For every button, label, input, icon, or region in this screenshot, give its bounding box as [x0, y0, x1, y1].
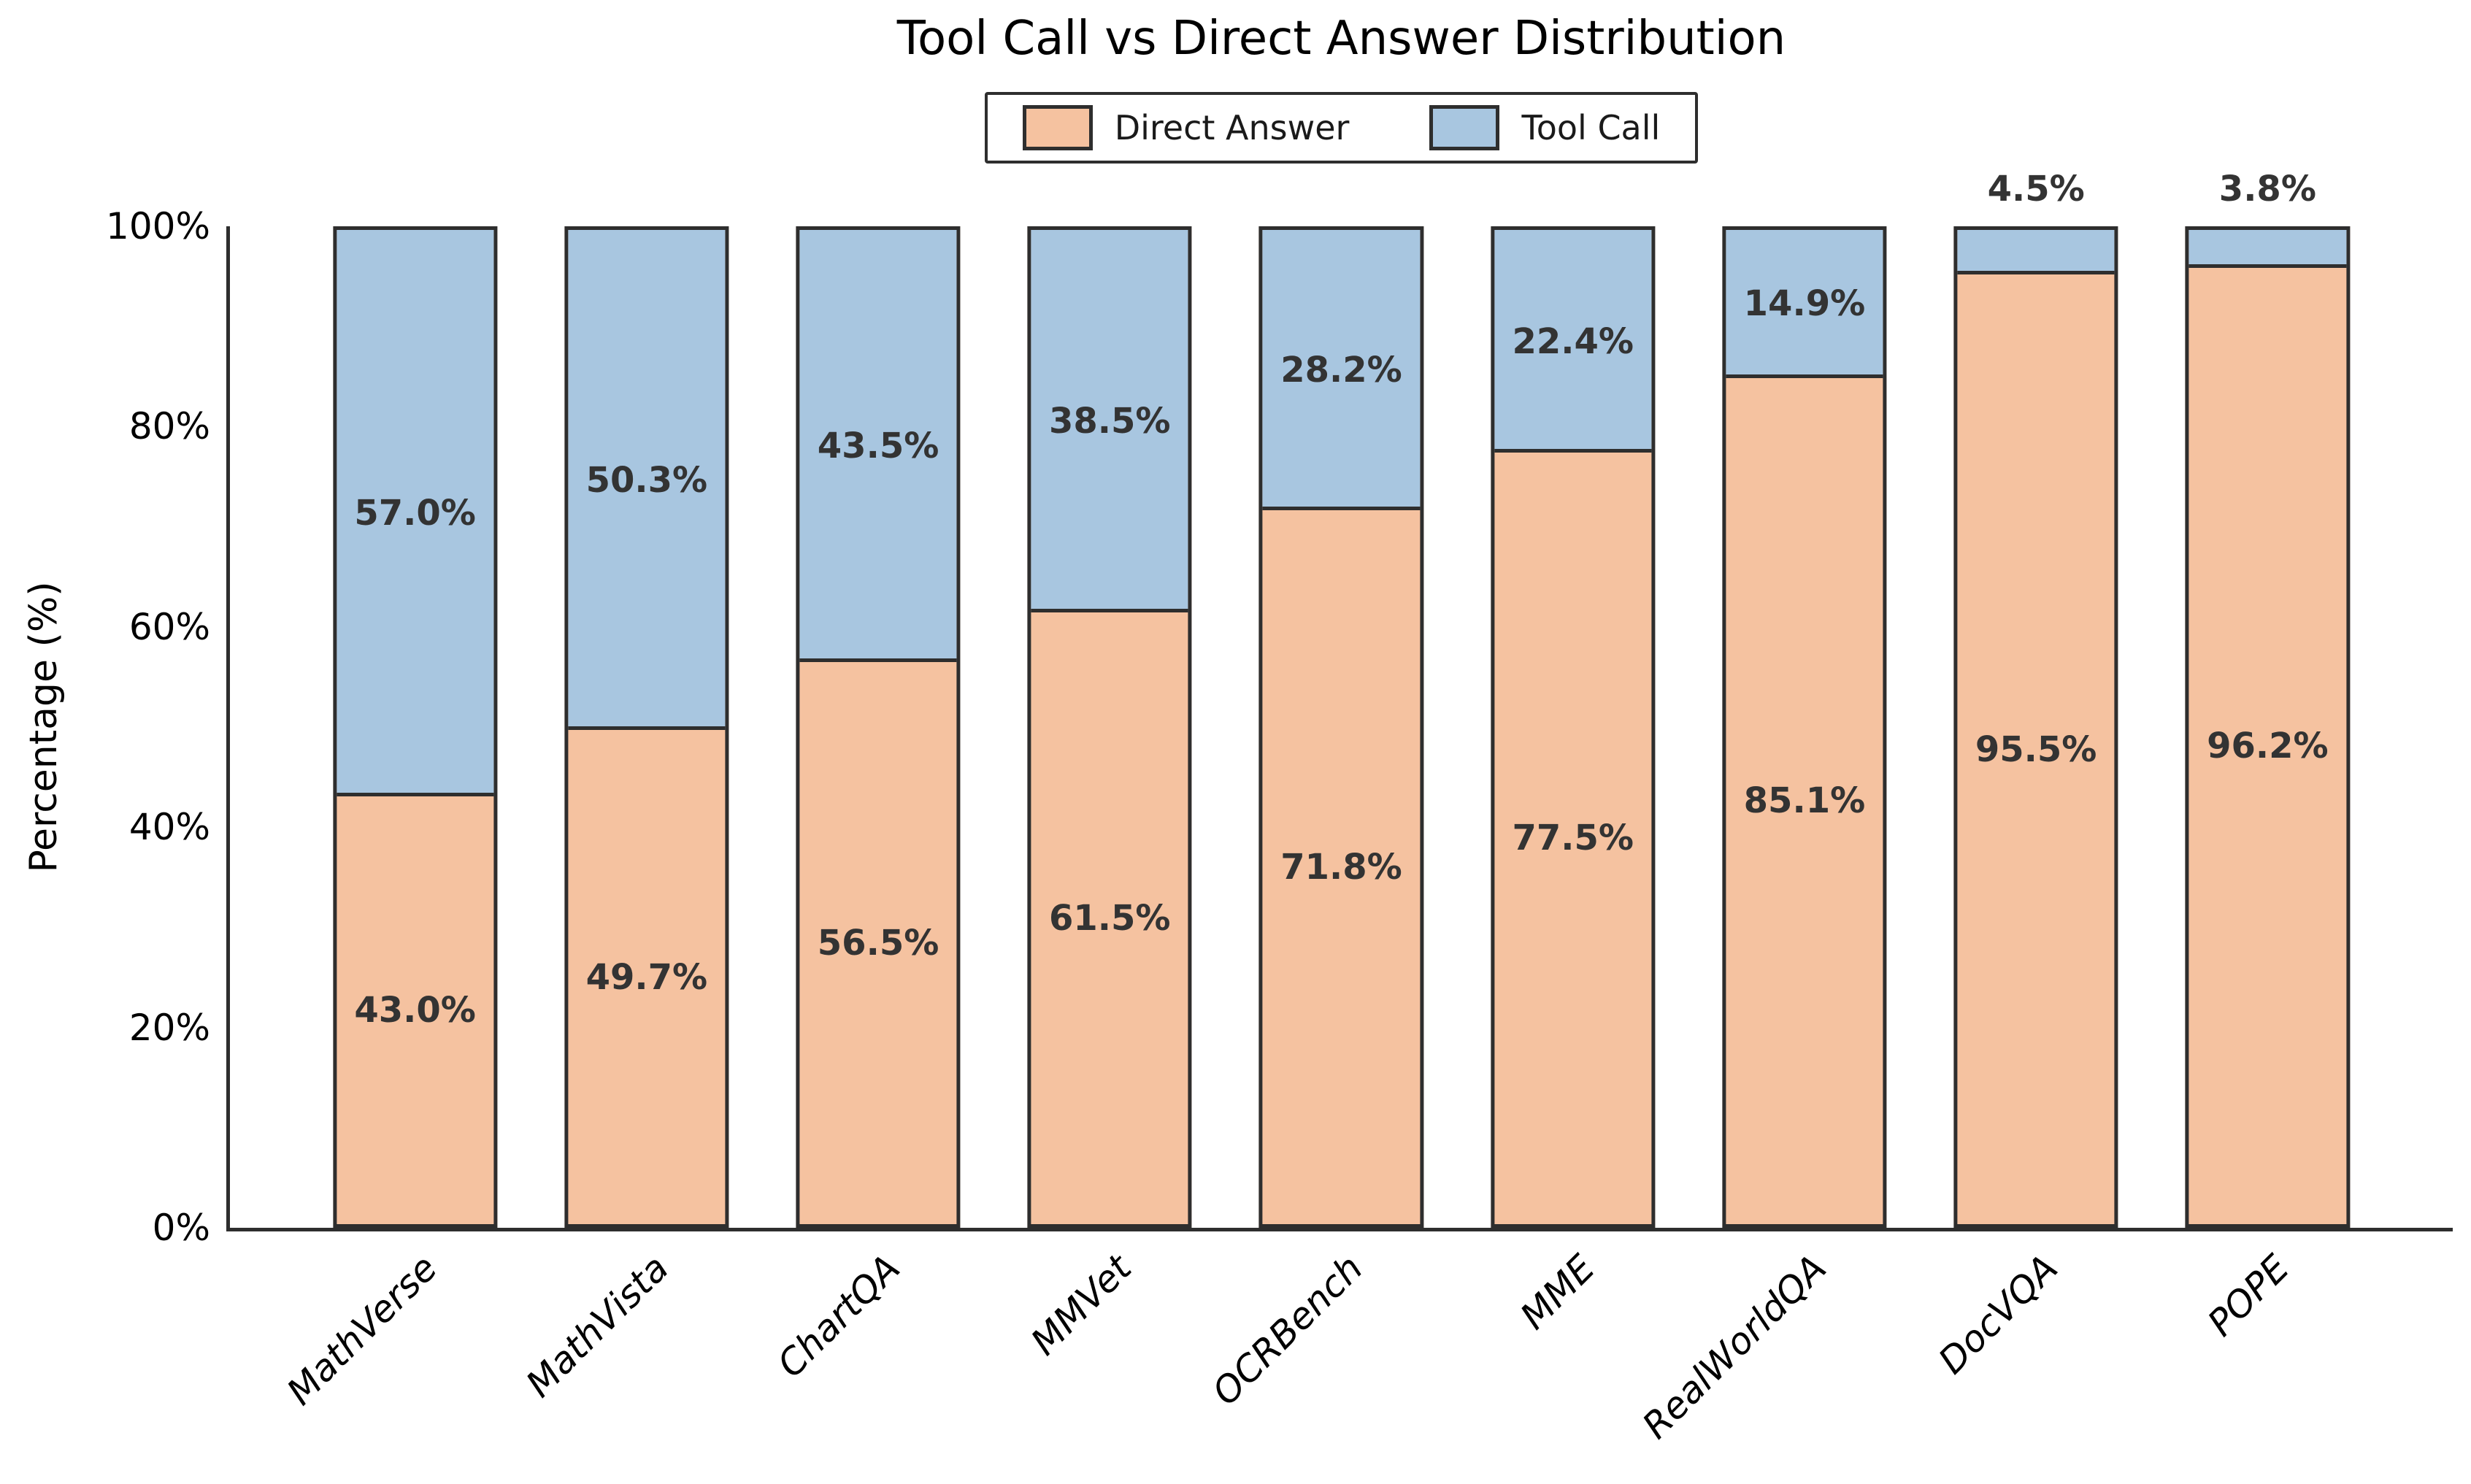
bar-realworldqa: 14.9% 85.1% [1722, 226, 1887, 1228]
bar-label-direct-answer-docvqa: 95.5% [1975, 728, 2097, 770]
bar-segment-tool-call-mmvet [1031, 230, 1188, 613]
bar-slot-ocrbench: 28.2% 71.8% OCRBench [1204, 226, 1457, 1413]
bar-segment-tool-call-pope [2188, 230, 2346, 268]
bar-slot-mme: 22.4% 77.5% MME [1457, 226, 1688, 1337]
bar-ocrbench: 28.2% 71.8% [1258, 226, 1424, 1228]
legend-item-tool-call: Tool Call [1429, 105, 1660, 150]
bar-label-direct-answer-mme: 77.5% [1512, 817, 1634, 858]
bar-docvqa: 4.5% 95.5% [1953, 169, 2118, 1228]
bar-chartqa: 43.5% 56.5% [796, 226, 961, 1228]
bar-mmvet: 38.5% 61.5% [1027, 226, 1192, 1228]
x-tick-label-mme: MME [1512, 1247, 1603, 1338]
legend: Direct Answer Tool Call [984, 92, 1699, 164]
bar-slot-docvqa: 4.5% 95.5% DocVQA [1921, 169, 2152, 1383]
y-tick-label-0: 0% [152, 1207, 210, 1249]
bar-segment-tool-call-mme [1494, 230, 1652, 453]
bar-segment-tool-call-mathverse [337, 230, 494, 797]
y-tick-label-80: 80% [128, 405, 210, 448]
bar-mathvista: 50.3% 49.7% [564, 226, 729, 1228]
bar-mathverse: 57.0% 43.0% [333, 226, 498, 1228]
bar-segment-tool-call-ocrbench [1262, 230, 1421, 511]
y-tick-label-100: 100% [106, 205, 210, 247]
legend-label-direct-answer: Direct Answer [1114, 108, 1350, 147]
x-tick-label-mathvista: MathVista [518, 1247, 677, 1406]
y-tick-label-60: 60% [128, 605, 210, 648]
bar-label-direct-answer-realworldqa: 85.1% [1743, 780, 1866, 822]
bar-label-direct-answer-mathvista: 49.7% [585, 956, 708, 998]
x-tick-label-pope: POPE [2199, 1247, 2298, 1345]
bar-label-direct-answer-mathverse: 43.0% [354, 990, 476, 1031]
bar-segment-tool-call-realworldqa [1726, 230, 1883, 378]
bar-label-tool-call-mme: 22.4% [1512, 320, 1634, 362]
bar-slot-mathvista: 50.3% 49.7% MathVista [518, 226, 762, 1405]
bar-label-direct-answer-mmvet: 61.5% [1049, 898, 1171, 939]
bar-slot-mathverse: 57.0% 43.0% MathVerse [279, 226, 531, 1413]
bar-slot-mmvet: 38.5% 61.5% MMVet [994, 226, 1226, 1364]
legend-label-tool-call: Tool Call [1521, 108, 1661, 147]
y-tick-label-20: 20% [128, 1006, 210, 1049]
chart-title: Tool Call vs Direct Answer Distribution [896, 12, 1786, 66]
bar-label-tool-call-mathverse: 57.0% [354, 493, 476, 534]
bar-label-tool-call-pope: 3.8% [2218, 169, 2316, 209]
legend-swatch-direct-answer [1022, 105, 1093, 150]
bar-label-direct-answer-ocrbench: 71.8% [1280, 847, 1402, 888]
x-tick-label-ocrbench: OCRBench [1204, 1247, 1372, 1414]
bar-row: 57.0% 43.0% MathVerse 50.3% 49.7% MathVista 43… [230, 169, 2453, 1447]
bar-label-tool-call-mmvet: 38.5% [1049, 401, 1171, 442]
x-tick-label-docvqa: DocVQA [1930, 1247, 2067, 1383]
bar-label-tool-call-mathvista: 50.3% [585, 459, 708, 501]
bar-label-direct-answer-chartqa: 56.5% [817, 923, 939, 964]
x-tick-label-mmvet: MMVet [1023, 1247, 1140, 1364]
bar-label-tool-call-docvqa: 4.5% [1987, 169, 2085, 209]
plot-area: 57.0% 43.0% MathVerse 50.3% 49.7% MathVista 43… [226, 169, 2453, 1447]
bar-slot-realworldqa: 14.9% 85.1% RealWorldQA [1634, 226, 1920, 1447]
bar-pope: 3.8% 96.2% [2185, 169, 2350, 1228]
bar-label-direct-answer-pope: 96.2% [2207, 725, 2329, 766]
x-tick-label-realworldqa: RealWorldQA [1634, 1247, 1834, 1448]
x-tick-label-chartqa: ChartQA [769, 1247, 909, 1386]
bar-segment-tool-call-docvqa [1957, 230, 2115, 275]
bar-slot-chartqa: 43.5% 56.5% ChartQA [762, 226, 994, 1385]
legend-swatch-tool-call [1429, 105, 1500, 150]
bar-segment-tool-call-mathvista [568, 230, 726, 731]
bar-label-tool-call-ocrbench: 28.2% [1280, 350, 1402, 391]
x-tick-label-mathverse: MathVerse [278, 1247, 445, 1414]
y-tick-label-40: 40% [128, 806, 210, 849]
bar-segment-tool-call-chartqa [799, 230, 957, 663]
legend-item-direct-answer: Direct Answer [1022, 105, 1350, 150]
bar-mme: 22.4% 77.5% [1491, 226, 1656, 1228]
legend-wrap: Direct Answer Tool Call [230, 92, 2453, 164]
bar-label-tool-call-realworldqa: 14.9% [1743, 283, 1866, 325]
bar-label-tool-call-chartqa: 43.5% [817, 426, 939, 467]
bar-slot-pope: 3.8% 96.2% POPE [2152, 169, 2383, 1345]
